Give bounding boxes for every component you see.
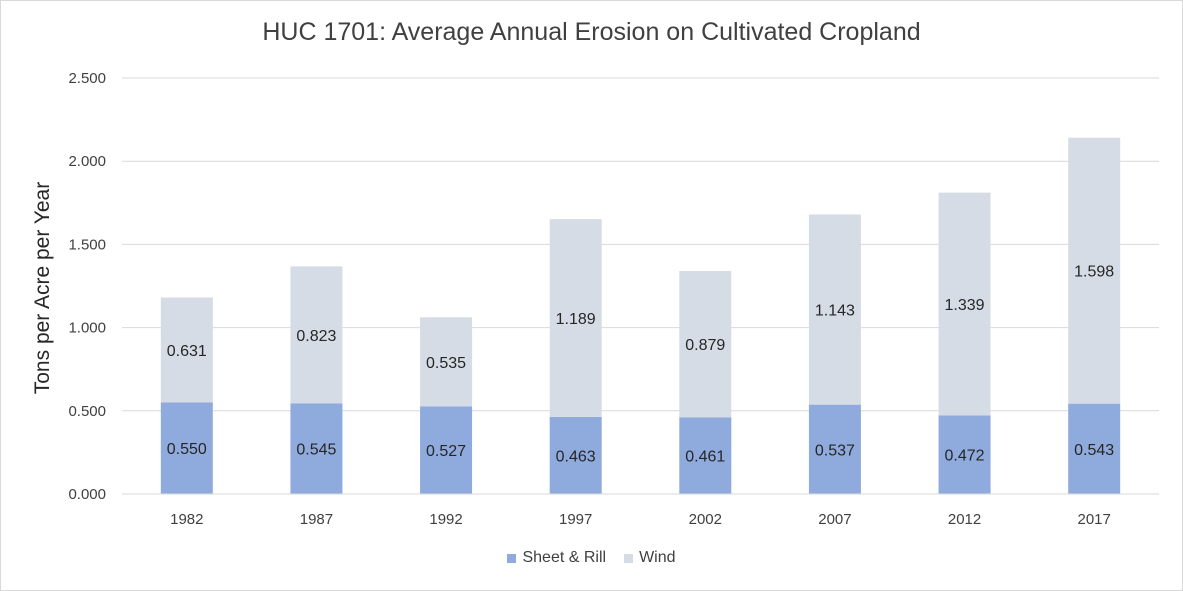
bar-sheet-rill — [290, 403, 343, 494]
y-tick-label: 2.500 — [68, 70, 106, 87]
data-label: 1.189 — [556, 311, 596, 328]
bar-sheet-rill — [549, 416, 602, 494]
legend-item-wind: Wind — [624, 549, 676, 567]
legend-item-sheet-rill: Sheet & Rill — [507, 549, 606, 567]
data-label: 0.537 — [815, 442, 855, 459]
x-tick-label: 2017 — [1078, 511, 1111, 528]
x-tick-label: 1992 — [429, 511, 462, 528]
bar-sheet-rill — [938, 415, 991, 494]
data-label: 1.143 — [815, 303, 855, 320]
data-label: 0.543 — [1074, 442, 1114, 459]
bar-wind — [1068, 137, 1121, 404]
data-label: 0.527 — [426, 443, 466, 460]
legend-swatch-wind — [624, 553, 634, 563]
chart-title: HUC 1701: Average Annual Erosion on Cult… — [262, 18, 921, 46]
data-label: 0.631 — [167, 343, 207, 360]
bar-wind — [938, 192, 991, 416]
data-label: 0.879 — [685, 337, 725, 354]
x-tick-label: 2002 — [689, 511, 722, 528]
legend: Sheet & Rill Wind — [0, 549, 1183, 567]
bar-sheet-rill — [1068, 403, 1121, 494]
legend-label-wind: Wind — [639, 549, 676, 566]
bar-sheet-rill — [679, 417, 732, 494]
data-label: 0.535 — [426, 355, 466, 372]
bar-sheet-rill — [808, 404, 861, 494]
y-tick-label: 0.000 — [68, 486, 106, 503]
bar-wind — [160, 297, 213, 403]
bar-sheet-rill — [160, 402, 213, 494]
data-label: 1.339 — [945, 297, 985, 314]
y-tick-label: 2.000 — [68, 153, 106, 170]
x-tick-label: 2012 — [948, 511, 981, 528]
data-label: 0.472 — [945, 448, 985, 465]
y-tick-label: 1.500 — [68, 236, 106, 253]
x-tick-label: 2007 — [818, 511, 851, 528]
x-tick-label: 1987 — [300, 511, 333, 528]
y-tick-label: 1.000 — [68, 320, 106, 337]
bar-sheet-rill — [420, 406, 473, 494]
legend-swatch-sheet-rill — [507, 553, 517, 563]
bar-wind — [808, 214, 861, 405]
bar-wind — [420, 317, 473, 407]
bar-wind — [679, 271, 732, 418]
y-tick-label: 0.500 — [68, 403, 106, 420]
data-label: 0.550 — [167, 441, 207, 458]
bar-wind — [290, 266, 343, 404]
data-label: 1.598 — [1074, 264, 1114, 281]
x-tick-label: 1982 — [170, 511, 203, 528]
data-label: 0.461 — [685, 449, 725, 466]
data-label: 0.823 — [296, 328, 336, 345]
bar-wind — [549, 219, 602, 417]
legend-label-sheet-rill: Sheet & Rill — [522, 549, 607, 566]
x-tick-label: 1997 — [559, 511, 592, 528]
data-label: 0.463 — [556, 448, 596, 465]
data-label: 0.545 — [296, 442, 336, 459]
